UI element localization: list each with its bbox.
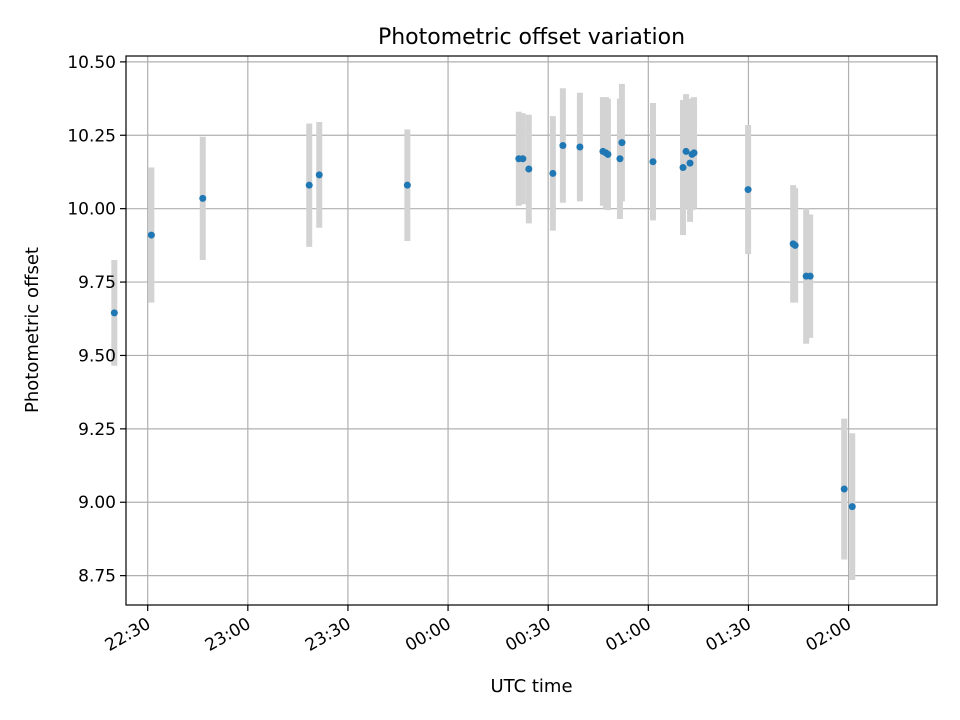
data-point (305, 181, 313, 189)
plot-frame (125, 55, 938, 606)
data-point (519, 155, 527, 163)
x-axis-label: UTC time (490, 676, 572, 697)
data-point (147, 231, 155, 239)
y-tick-label: 9.25 (78, 420, 116, 440)
data-point (549, 169, 557, 177)
chart-title: Photometric offset variation (378, 25, 685, 50)
data-point (679, 164, 687, 172)
data-point (744, 186, 752, 194)
data-point (618, 139, 626, 147)
data-point (690, 149, 698, 157)
data-point (403, 181, 411, 189)
data-point (682, 147, 690, 155)
y-tick-label: 8.75 (78, 567, 116, 587)
data-point (315, 171, 323, 179)
data-points (110, 139, 856, 511)
y-axis-ticks: 8.75 9.00 9.25 9.50 9.75 10.00 10.25 10.50 (67, 53, 126, 587)
grid-lines (126, 56, 937, 605)
y-tick-label: 9.50 (78, 346, 116, 366)
data-point (686, 159, 694, 167)
y-axis-label: Photometric offset (22, 247, 43, 413)
y-tick-label: 10.50 (67, 53, 116, 73)
data-point (110, 309, 118, 317)
data-point (559, 142, 567, 150)
data-point (525, 165, 533, 173)
y-tick-label: 10.25 (67, 126, 116, 146)
data-point (604, 150, 612, 158)
data-point (848, 503, 856, 511)
y-tick-label: 10.00 (67, 200, 116, 220)
data-point (806, 272, 814, 280)
data-point (791, 241, 799, 249)
y-tick-label: 9.00 (78, 493, 116, 513)
data-point (840, 485, 848, 493)
y-tick-label: 9.75 (78, 273, 116, 293)
data-point (199, 194, 207, 202)
data-point (649, 158, 657, 166)
data-point (616, 155, 624, 163)
data-point (576, 143, 584, 151)
